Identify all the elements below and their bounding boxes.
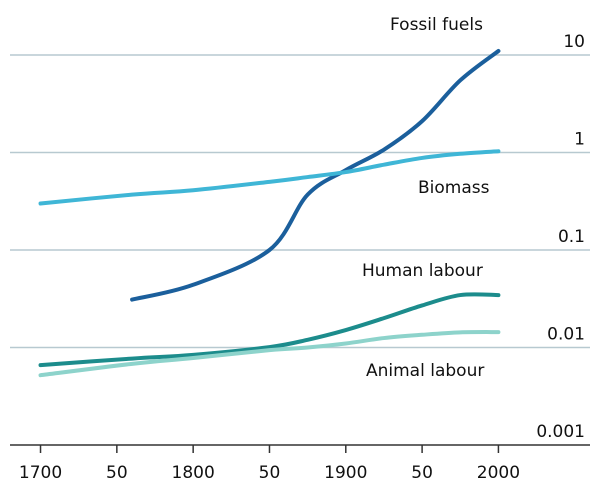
series-label: Biomass: [418, 178, 490, 198]
series-label: Animal labour: [366, 361, 484, 381]
series-label: Human labour: [362, 261, 483, 281]
x-tick-label: 1900: [324, 463, 367, 483]
series-label: Fossil fuels: [390, 15, 483, 35]
series-line: [38, 149, 501, 206]
x-tick-label: 50: [411, 463, 433, 483]
y-tick-label: 0.01: [547, 325, 585, 345]
y-tick-label: 1: [574, 130, 585, 150]
y-tick-label: 10: [563, 32, 585, 52]
x-tick-label: 1700: [19, 463, 62, 483]
x-tick-label: 50: [259, 463, 281, 483]
series-line: [38, 330, 501, 378]
y-tick-label: 0.001: [536, 422, 585, 442]
x-tick-label: 2000: [477, 463, 520, 483]
x-tick-label: 50: [106, 463, 128, 483]
y-tick-label: 0.1: [558, 227, 585, 247]
x-tick-label: 1800: [172, 463, 215, 483]
series-line: [38, 292, 501, 368]
